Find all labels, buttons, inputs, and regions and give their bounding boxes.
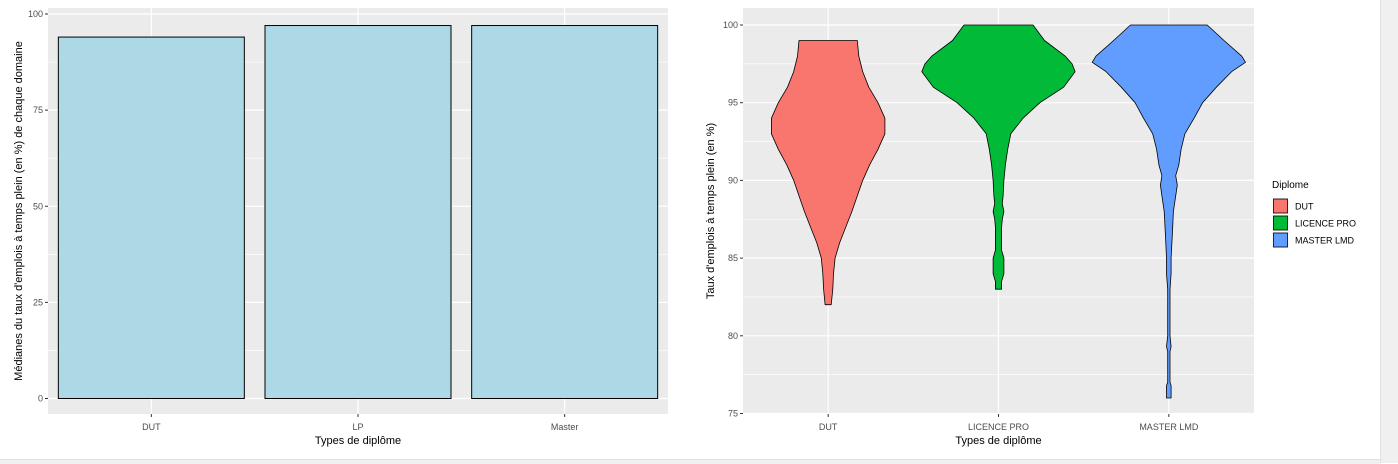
x-axis-title: Types de diplôme: [315, 435, 401, 447]
y-tick-label: 25: [33, 297, 43, 307]
legend-swatch: [1273, 215, 1288, 231]
violin-chart-distribution: 75 80 85 90 95 100 DUT LICENCE PRO MASTER LMD Typ…: [705, 8, 1356, 447]
y-tick-label: 100: [28, 9, 43, 19]
violin-dut: [771, 40, 886, 306]
y-axis-title: Médianes du taux d'emplois à temps plein…: [13, 41, 25, 381]
legend-swatch: [1273, 198, 1288, 214]
bar-lp: [264, 25, 452, 399]
y-tick-label: 100: [723, 20, 738, 30]
y-tick-label: 75: [728, 409, 738, 419]
y-tick-label: 90: [728, 175, 738, 185]
x-tick-label: DUT: [142, 422, 161, 432]
y-tick-label: 75: [33, 105, 43, 115]
x-tick-label: Master: [551, 422, 579, 432]
y-axis-title: Taux d'emplois à temps plein (en %): [705, 123, 717, 299]
x-tick-label: MASTER LMD: [1139, 422, 1199, 432]
legend-label: MASTER LMD: [1295, 236, 1355, 246]
violin-master-lmd: [1091, 24, 1246, 399]
violin-licence-pro: [921, 24, 1076, 290]
legend-label: LICENCE PRO: [1295, 219, 1356, 229]
y-tick-label: 80: [728, 331, 738, 341]
horizontal-scrollbar[interactable]: [0, 459, 1380, 464]
legend-title: Diplome: [1272, 180, 1309, 191]
bar-dut: [57, 36, 245, 399]
legend-label: DUT: [1295, 202, 1314, 212]
y-tick-label: 50: [33, 201, 43, 211]
bar-master: [471, 25, 659, 399]
x-tick-label: DUT: [819, 422, 838, 432]
x-tick-label: LP: [352, 422, 363, 432]
y-tick-label: 0: [38, 394, 43, 404]
y-tick-label: 85: [728, 253, 738, 263]
bar-chart-medians: 0 25 50 75 100 DUT LP Master Types de diplôme Méd…: [13, 8, 668, 447]
legend-swatch: [1273, 232, 1288, 248]
vertical-scrollbar[interactable]: [1380, 0, 1398, 463]
y-tick-label: 95: [728, 98, 738, 108]
x-axis-title: Types de diplôme: [955, 435, 1041, 447]
x-tick-label: LICENCE PRO: [968, 422, 1029, 432]
